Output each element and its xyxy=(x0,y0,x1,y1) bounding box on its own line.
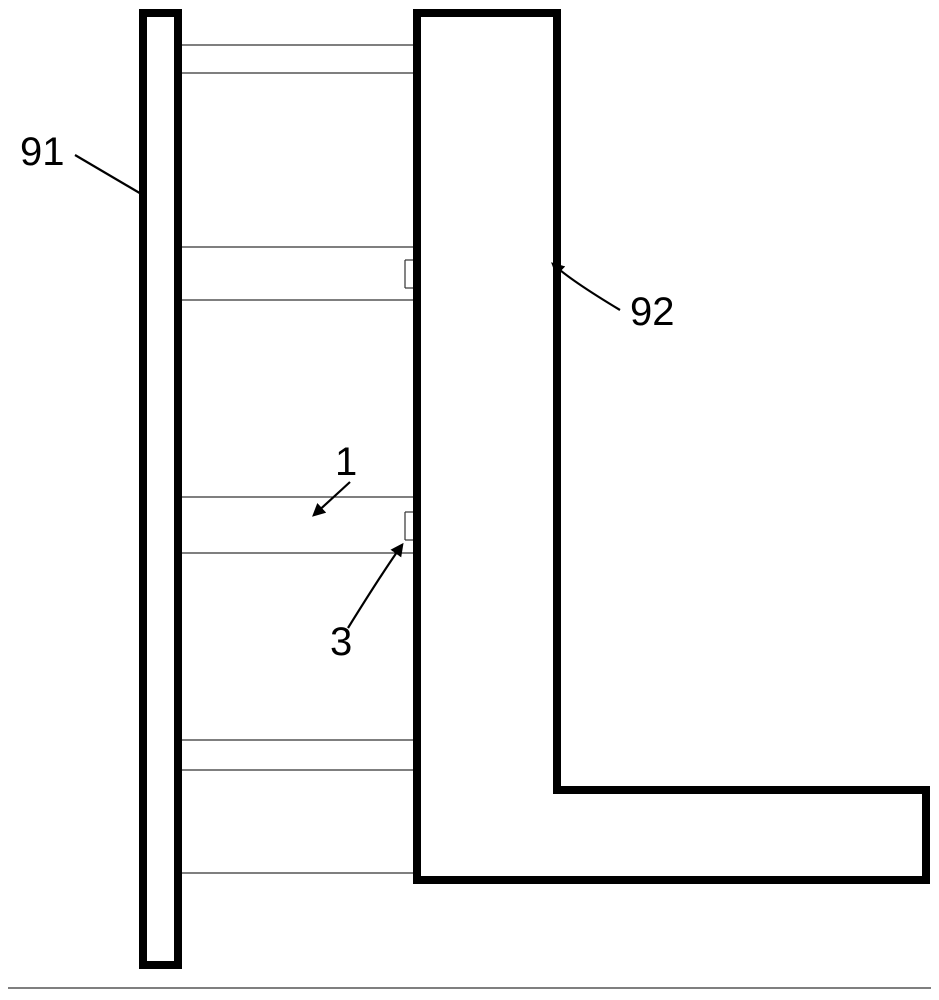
label-l1: 1 xyxy=(335,440,357,484)
label-l92: 92 xyxy=(630,290,675,334)
left-slab xyxy=(143,13,178,965)
label-l91: 91 xyxy=(20,130,65,174)
label-l3: 3 xyxy=(330,620,352,664)
